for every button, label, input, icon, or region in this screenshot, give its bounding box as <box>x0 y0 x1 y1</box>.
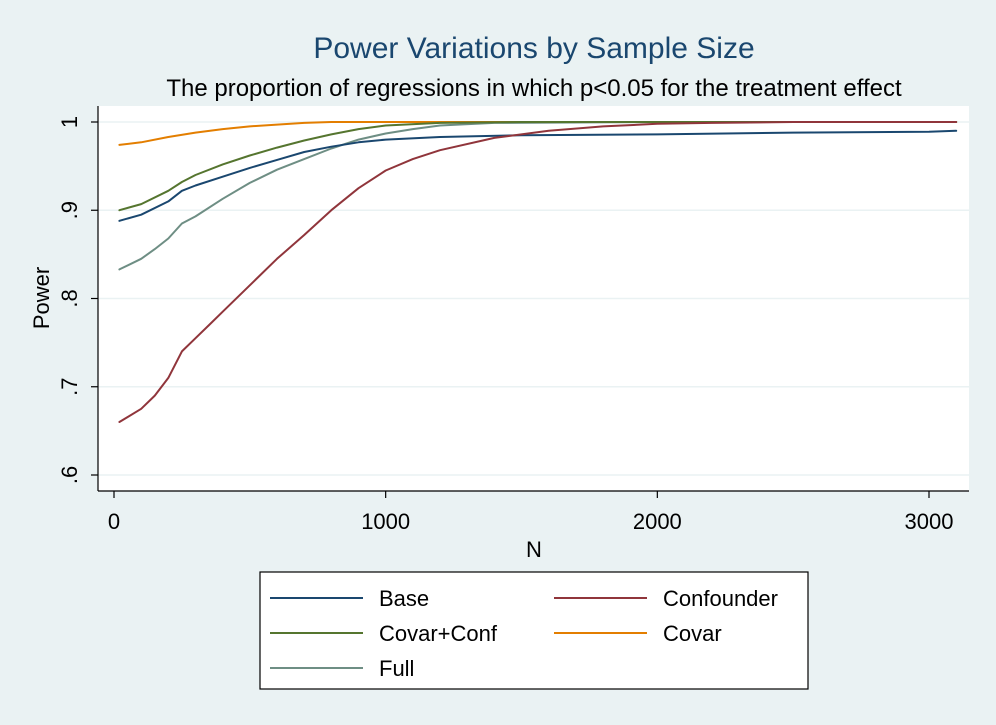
x-tick-label: 0 <box>108 509 120 534</box>
x-ticks: 0 1000 2000 3000 <box>108 491 954 534</box>
series-line-confounder <box>118 121 958 423</box>
x-tick-label: 3000 <box>905 509 954 534</box>
chart-title: Power Variations by Sample Size <box>313 32 754 65</box>
y-ticks: .6 .7 .8 .9 1 <box>57 116 98 484</box>
legend-label: Confounder <box>663 586 778 611</box>
legend-label: Covar <box>663 621 722 646</box>
series-line-base <box>118 129 958 222</box>
series-line-covar-conf <box>118 121 958 212</box>
legend-label: Full <box>379 656 414 681</box>
x-tick-label: 1000 <box>361 509 410 534</box>
y-tick-label: .6 <box>57 466 82 484</box>
chart-subtitle: The proportion of regressions in which p… <box>166 75 902 102</box>
y-tick-label: .8 <box>57 289 82 307</box>
legend-label: Covar+Conf <box>379 621 498 646</box>
legend: Base Confounder Covar+Conf Covar Full <box>259 571 809 690</box>
legend-label: Base <box>379 586 429 611</box>
y-axis-label: Power <box>29 267 54 329</box>
y-tick-label: .7 <box>57 378 82 396</box>
grid-lines <box>98 121 969 476</box>
legend-box <box>259 571 809 690</box>
y-tick-label: 1 <box>57 116 82 128</box>
series-line-full <box>118 121 958 271</box>
x-tick-label: 2000 <box>633 509 682 534</box>
legend-entries: Base Confounder Covar+Conf Covar Full <box>270 586 778 681</box>
x-axis-label: N <box>526 537 542 562</box>
series-lines <box>118 121 958 423</box>
y-tick-label: .9 <box>57 201 82 219</box>
